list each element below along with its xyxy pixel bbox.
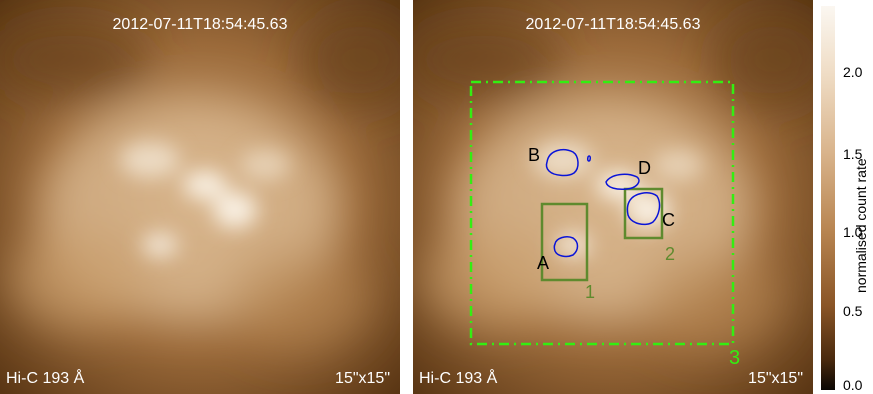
region-label-a: A bbox=[537, 253, 549, 273]
contour-c bbox=[626, 192, 661, 226]
contour-d bbox=[605, 173, 640, 190]
colorbar-tick-1-5: 1.5 bbox=[843, 146, 863, 162]
region-label-b: B bbox=[528, 145, 540, 165]
instrument-label-left: Hi-C 193 Å bbox=[6, 370, 85, 387]
timestamp-right: 2012-07-11T18:54:45.63 bbox=[525, 16, 701, 33]
right-image-panel: B D C A 1 2 3 2012-07-11T18:54:45.63 Hi-… bbox=[413, 0, 813, 394]
region-label-c: C bbox=[662, 210, 675, 230]
region-box-2 bbox=[623, 187, 664, 240]
colorbar-tick-1-0: 1.0 bbox=[843, 224, 863, 240]
colorbar-tick-0-5: 0.5 bbox=[843, 303, 863, 319]
box-label-3: 3 bbox=[729, 347, 740, 369]
fov-label-left: 15"x15" bbox=[335, 370, 390, 387]
region-label-d: D bbox=[638, 158, 651, 178]
timestamp-left: 2012-07-11T18:54:45.63 bbox=[112, 16, 288, 33]
box-label-1: 1 bbox=[585, 282, 595, 302]
left-image-panel: 2012-07-11T18:54:45.63 Hi-C 193 Å 15"x15… bbox=[0, 0, 400, 394]
solar-image-right bbox=[413, 0, 813, 394]
colorbar-tick-2-0: 2.0 bbox=[843, 64, 863, 80]
box-label-2: 2 bbox=[665, 244, 675, 264]
fov-label-right: 15"x15" bbox=[748, 370, 803, 387]
dashed-region-box-3 bbox=[469, 80, 735, 346]
colorbar-tick-0-0: 0.0 bbox=[843, 377, 863, 393]
solar-image-left bbox=[0, 0, 400, 394]
contour-b-small bbox=[587, 155, 591, 162]
colorbar bbox=[821, 6, 835, 390]
region-box-1 bbox=[540, 202, 589, 282]
contour-a bbox=[553, 236, 579, 258]
colorbar-label: normalised count rate bbox=[853, 158, 869, 293]
annotation-overlay: B D C A 1 2 3 bbox=[469, 80, 740, 369]
contour-b bbox=[545, 149, 579, 177]
instrument-label-right: Hi-C 193 Å bbox=[419, 370, 498, 387]
